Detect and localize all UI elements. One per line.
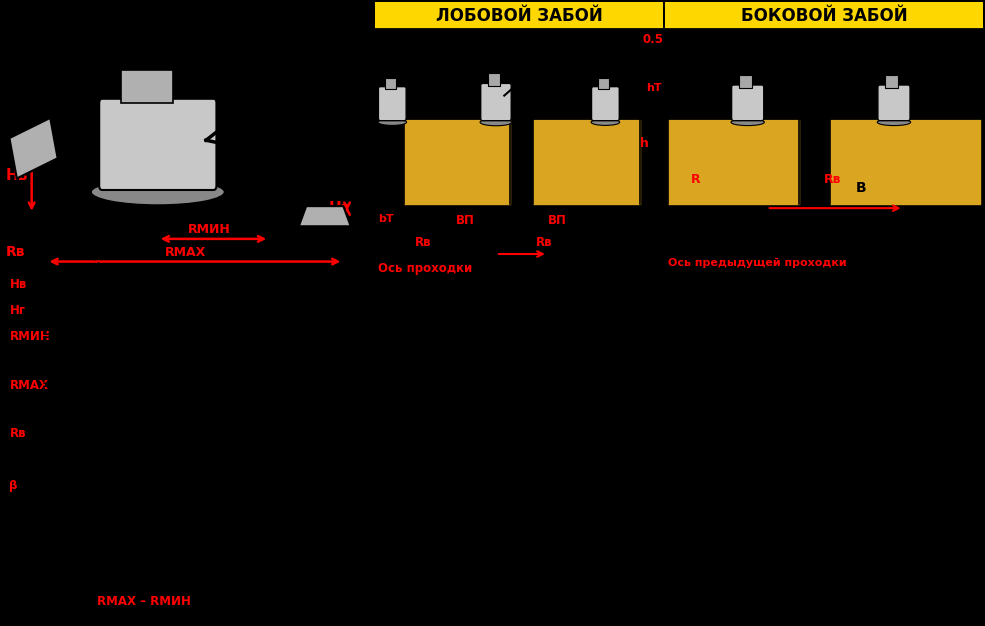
FancyBboxPatch shape bbox=[878, 85, 910, 121]
Text: =Длина рабочей передвижки,: =Длина рабочей передвижки, bbox=[17, 528, 230, 541]
FancyBboxPatch shape bbox=[99, 99, 217, 190]
Bar bbox=[886, 75, 898, 88]
Text: Hг: Hг bbox=[328, 201, 349, 216]
Text: BП: BП bbox=[548, 213, 566, 227]
Text: Ось: Ось bbox=[668, 212, 692, 225]
Text: Емкость ковша выбирается в зависимости от объемов работ, глубины котлована и хар: Емкость ковша выбирается в зависимости о… bbox=[12, 550, 836, 563]
Text: l: l bbox=[10, 528, 14, 541]
Text: Котлованы  шириной  более  1.5  R: Котлованы шириной более 1.5 R bbox=[381, 607, 635, 620]
Bar bbox=[665, 1, 983, 29]
Text: RМАХ – RМИН: RМАХ – RМИН bbox=[97, 595, 191, 608]
Text: RМИН: RМИН bbox=[10, 330, 50, 343]
Ellipse shape bbox=[480, 119, 512, 126]
Text: глубина котлована: глубина котлована bbox=[381, 380, 518, 393]
Text: Rв: Rв bbox=[6, 245, 26, 259]
Text: bТ: bТ bbox=[378, 213, 393, 223]
Text: БОКОВОЙ ЗАБОЙ: БОКОВОЙ ЗАБОЙ bbox=[741, 7, 907, 24]
Text: лобовой  проходкой, работает: лобовой проходкой, работает bbox=[675, 482, 885, 495]
Text: транспорта с одной стороны: транспорта с одной стороны bbox=[381, 572, 588, 585]
Text: Hв: Hв bbox=[10, 278, 27, 290]
Ellipse shape bbox=[731, 119, 764, 126]
Text: BП: BП bbox=[456, 213, 475, 227]
Text: Котлованы  шириной  1.5  R  подача: Котлованы шириной 1.5 R подача bbox=[381, 543, 645, 556]
Bar bbox=[121, 70, 172, 103]
FancyBboxPatch shape bbox=[378, 86, 406, 121]
FancyBboxPatch shape bbox=[732, 85, 763, 121]
Text: =Средний угол поворота рукояти в: =Средний угол поворота рукояти в bbox=[17, 480, 261, 493]
Text: Bс = RМИН  + 0.7 RСТ: Bс = RМИН + 0.7 RСТ bbox=[675, 288, 849, 302]
Text: = Минимальный радиус: = Минимальный радиус bbox=[37, 330, 206, 343]
Text: R: R bbox=[690, 173, 700, 187]
FancyBboxPatch shape bbox=[481, 83, 511, 121]
Text: = Емкость ковша: = Емкость ковша bbox=[17, 453, 138, 466]
Text: Hг: Hг bbox=[10, 304, 26, 317]
Text: B: B bbox=[856, 181, 867, 195]
Text: ЛОБОВОЙ ЗАБОЙ: ЛОБОВОЙ ЗАБОЙ bbox=[435, 7, 603, 24]
Text: lП = Длина рабочей передвижки (RМАХ: lП = Длина рабочей передвижки (RМАХ bbox=[381, 476, 672, 489]
Text: = Радиус выгрузки: = Радиус выгрузки bbox=[24, 427, 158, 440]
Text: экскаватор по зигзагу. До 3.5: экскаватор по зигзагу. До 3.5 bbox=[675, 508, 878, 521]
Text: R  –  перемещается  поперек: R – перемещается поперек bbox=[675, 534, 872, 547]
Text: RМИН: RМИН bbox=[187, 223, 230, 237]
Text: Rв: Rв bbox=[416, 237, 431, 249]
Text: максимальным  и минимальным: максимальным и минимальным bbox=[10, 573, 230, 585]
Text: Ось предыдущей проходки: Ось предыдущей проходки bbox=[668, 257, 847, 267]
Text: Hв: Hв bbox=[6, 168, 29, 183]
Text: 1.0: 1.0 bbox=[401, 213, 421, 223]
Bar bbox=[598, 78, 609, 89]
Text: hТ: hТ bbox=[646, 83, 661, 93]
Text: экскаватора: экскаватора bbox=[675, 392, 764, 404]
FancyBboxPatch shape bbox=[592, 86, 620, 121]
Polygon shape bbox=[298, 206, 351, 226]
Text: – RМИН ): – RМИН ) bbox=[381, 505, 444, 518]
Bar bbox=[739, 75, 752, 88]
Text: разрабатывают   уширенной: разрабатывают уширенной bbox=[675, 456, 872, 469]
Text: вначале  лобовой,  а  затем: вначале лобовой, а затем bbox=[675, 613, 864, 626]
Text: Rв: Rв bbox=[824, 173, 841, 187]
Text: β: β bbox=[10, 480, 18, 493]
Ellipse shape bbox=[591, 119, 620, 125]
Text: Ось проходки: Ось проходки bbox=[378, 262, 472, 275]
Text: Rв: Rв bbox=[536, 237, 553, 249]
Text: = Высота разгрузки: = Высота разгрузки bbox=[24, 278, 164, 290]
Text: = Максимальный радиус: = Максимальный радиус bbox=[37, 379, 212, 392]
Text: котлованы,    более   3.5R: котлованы, более 3.5R bbox=[675, 587, 853, 600]
Text: Rв: Rв bbox=[10, 427, 26, 440]
Text: радиусами резания =: радиусами резания = bbox=[10, 595, 162, 608]
Ellipse shape bbox=[378, 119, 407, 125]
Text: резания  на  уровне стоянки: резания на уровне стоянки bbox=[675, 362, 879, 376]
Bar bbox=[488, 73, 500, 86]
Text: Котлованы  от  1.9R  до  2.5R: Котлованы от 1.9R до 2.5R bbox=[675, 429, 876, 443]
Text: q: q bbox=[10, 453, 18, 466]
Ellipse shape bbox=[878, 119, 911, 126]
Text: β =Угол поворота рукояти: β =Угол поворота рукояти bbox=[85, 14, 290, 28]
Bar bbox=[375, 1, 663, 29]
Text: равная разности между: равная разности между bbox=[10, 550, 173, 563]
Text: RМАХ: RМАХ bbox=[165, 246, 207, 259]
Bar bbox=[385, 78, 396, 89]
Text: Bз = BП + BП ≤ 2√R² – l²п: Bз = BП + BП ≤ 2√R² – l²п bbox=[381, 423, 591, 438]
Text: h: h bbox=[640, 137, 649, 150]
Ellipse shape bbox=[91, 179, 225, 205]
Text: h  ≤ Hв – (hТ + 0/5) – наибольшая: h ≤ Hв – (hТ + 0/5) – наибольшая bbox=[381, 350, 622, 362]
Text: грунтовых вод. Разработка грунта в отвал не производится.: грунтовых вод. Разработка грунта в отвал… bbox=[12, 605, 483, 618]
Text: котлована.      Широкие: котлована. Широкие bbox=[675, 560, 838, 573]
Text: разработки: разработки bbox=[10, 352, 89, 366]
Text: Разрабатываются  преимущественно  сухие  грунты,  либо  устраивают  водоотводы  : Разрабатываются преимущественно сухие гр… bbox=[12, 578, 887, 590]
Text: 0.5: 0.5 bbox=[643, 33, 664, 46]
Text: RМАХ: RМАХ bbox=[10, 379, 48, 392]
Polygon shape bbox=[10, 118, 58, 178]
Text: RСТ   - наибольший  радиус: RСТ - наибольший радиус bbox=[675, 333, 876, 346]
Text: Разработка экскаватором прямая лопата ведется ниже уровня его стоянки.: Разработка экскаватором прямая лопата ве… bbox=[12, 522, 603, 535]
Text: горизонтальной плоскости: горизонтальной плоскости bbox=[10, 502, 193, 515]
Text: BП ≤ Rв – (bТ/2 + 1): BП ≤ Rв – (bТ/2 + 1) bbox=[381, 292, 554, 307]
Text: разработки: разработки bbox=[10, 401, 89, 414]
Text: проходки: проходки bbox=[668, 237, 734, 249]
Text: = Высота разработки: = Высота разработки bbox=[24, 304, 174, 317]
